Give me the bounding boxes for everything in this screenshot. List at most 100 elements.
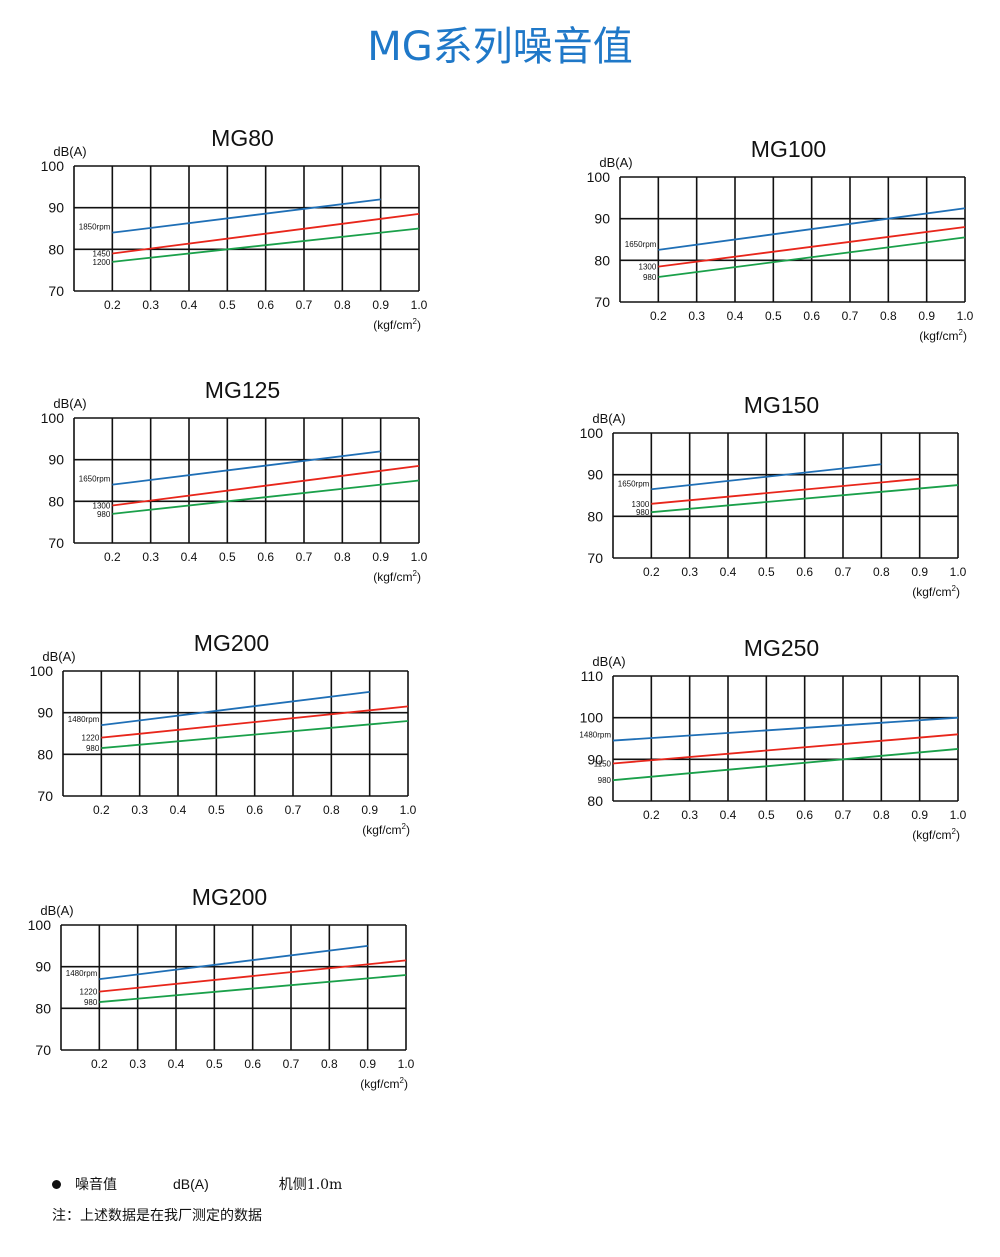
y-tick-label: 90 <box>35 959 51 975</box>
x-tick-label: 1.0 <box>400 803 417 817</box>
series-line <box>612 716 959 742</box>
x-tick-label: 0.8 <box>334 550 351 564</box>
x-tick-label: 0.6 <box>796 808 813 822</box>
y-tick-label: 70 <box>594 294 610 310</box>
series-label: 980 <box>636 508 650 517</box>
x-tick-label: 0.2 <box>104 298 121 312</box>
series-line <box>101 720 409 749</box>
y-tick-label: 90 <box>587 751 603 767</box>
x-tick-label: 0.4 <box>720 565 737 579</box>
x-tick-label: 0.6 <box>796 565 813 579</box>
series-line <box>612 748 959 782</box>
x-tick-label: 0.4 <box>181 550 198 564</box>
chart-title: MG200 <box>194 630 269 656</box>
y-tick-label: 100 <box>41 158 65 174</box>
x-tick-label: 0.6 <box>257 298 274 312</box>
legend-unit: dB(A) <box>173 1176 209 1192</box>
x-tick-label: 0.3 <box>131 803 148 817</box>
x-tick-label: 0.3 <box>142 550 159 564</box>
x-tick-label: 0.9 <box>918 309 935 323</box>
x-tick-label: 0.7 <box>283 1057 300 1071</box>
series-line <box>651 477 920 505</box>
chart-title: MG200 <box>192 884 267 910</box>
x-tick-label: 0.7 <box>835 565 852 579</box>
x-axis-label: (kgf/cm2) <box>373 569 421 584</box>
series-label: 1300 <box>639 263 657 272</box>
chart-title: MG250 <box>744 635 819 661</box>
y-tick-label: 70 <box>37 788 53 804</box>
x-axis-label: (kgf/cm2) <box>912 827 960 842</box>
y-tick-label: 80 <box>48 241 64 257</box>
x-tick-label: 0.5 <box>758 565 775 579</box>
series-label: 1200 <box>93 258 111 267</box>
series-line <box>651 463 882 491</box>
plot-area: 70 80 90 100 0.2 0.3 0.4 0.5 0.6 0.7 0.8 0.9 1.0 (kgf… <box>28 884 415 1091</box>
x-tick-label: 1.0 <box>411 550 428 564</box>
x-axis-label: (kgf/cm2) <box>919 328 967 343</box>
x-tick-label: 0.5 <box>208 803 225 817</box>
plot-area: 70 80 90 100 0.2 0.3 0.4 0.5 0.6 0.7 0.8 0.9 1.0 (kgf… <box>41 377 428 584</box>
y-axis-label: dB(A) <box>42 649 75 664</box>
x-tick-label: 0.5 <box>219 298 236 312</box>
y-tick-label: 110 <box>581 668 604 684</box>
x-tick-label: 0.4 <box>170 803 187 817</box>
y-axis-label: dB(A) <box>599 155 632 170</box>
x-tick-label: 0.4 <box>727 309 744 323</box>
x-tick-label: 0.6 <box>244 1057 261 1071</box>
y-tick-label: 90 <box>48 452 64 468</box>
x-tick-label: 1.0 <box>411 298 428 312</box>
x-tick-label: 0.8 <box>323 803 340 817</box>
y-tick-label: 100 <box>41 410 65 426</box>
series-label: 1300 <box>632 500 650 509</box>
x-tick-label: 0.7 <box>285 803 302 817</box>
y-tick-label: 80 <box>587 508 603 524</box>
series-label: 1220 <box>82 734 100 743</box>
y-tick-label: 100 <box>28 917 52 933</box>
series-line <box>101 690 370 727</box>
series-line <box>658 236 966 278</box>
series-label: 1650rpm <box>79 475 111 484</box>
y-axis-label: dB(A) <box>40 903 73 918</box>
series-line <box>101 705 409 739</box>
x-tick-label: 0.3 <box>129 1057 146 1071</box>
series-label: 980 <box>86 744 100 753</box>
x-tick-label: 0.4 <box>720 808 737 822</box>
chart-title: MG150 <box>744 392 819 418</box>
plot-area: 70 80 90 100 0.2 0.3 0.4 0.5 0.6 0.7 0.8 0.9 1.0 (kgf… <box>587 136 974 343</box>
x-tick-label: 0.5 <box>765 309 782 323</box>
y-tick-label: 100 <box>30 663 54 679</box>
x-tick-label: 0.2 <box>91 1057 108 1071</box>
series-label: 1850rpm <box>79 223 111 232</box>
x-tick-label: 0.2 <box>643 808 660 822</box>
x-tick-label: 0.7 <box>296 550 313 564</box>
x-tick-label: 0.9 <box>911 565 928 579</box>
y-tick-label: 90 <box>587 467 603 483</box>
x-tick-label: 1.0 <box>957 309 974 323</box>
y-axis-label: dB(A) <box>592 411 625 426</box>
y-tick-label: 70 <box>35 1042 51 1058</box>
series-label: 1300 <box>93 502 111 511</box>
y-tick-label: 100 <box>580 425 604 441</box>
x-tick-label: 0.9 <box>911 808 928 822</box>
x-tick-label: 0.2 <box>104 550 121 564</box>
y-axis-label: dB(A) <box>53 144 86 159</box>
x-axis-label: (kgf/cm2) <box>373 317 421 332</box>
series-line <box>112 465 420 507</box>
legend-position: 机侧1.0m <box>278 1177 343 1193</box>
x-axis-label: (kgf/cm2) <box>912 584 960 599</box>
series-line <box>658 226 966 268</box>
series-line <box>112 198 381 234</box>
series-label: 1150 <box>594 760 612 769</box>
x-tick-label: 0.5 <box>219 550 236 564</box>
x-tick-label: 0.3 <box>681 808 698 822</box>
series-line <box>651 484 959 514</box>
x-tick-label: 0.4 <box>168 1057 185 1071</box>
footer-legend: 噪音值 dB(A) 机侧1.0m <box>52 1174 342 1194</box>
y-tick-label: 80 <box>37 746 53 762</box>
bullet-icon <box>52 1179 61 1189</box>
series-label: 1480rpm <box>66 969 98 978</box>
